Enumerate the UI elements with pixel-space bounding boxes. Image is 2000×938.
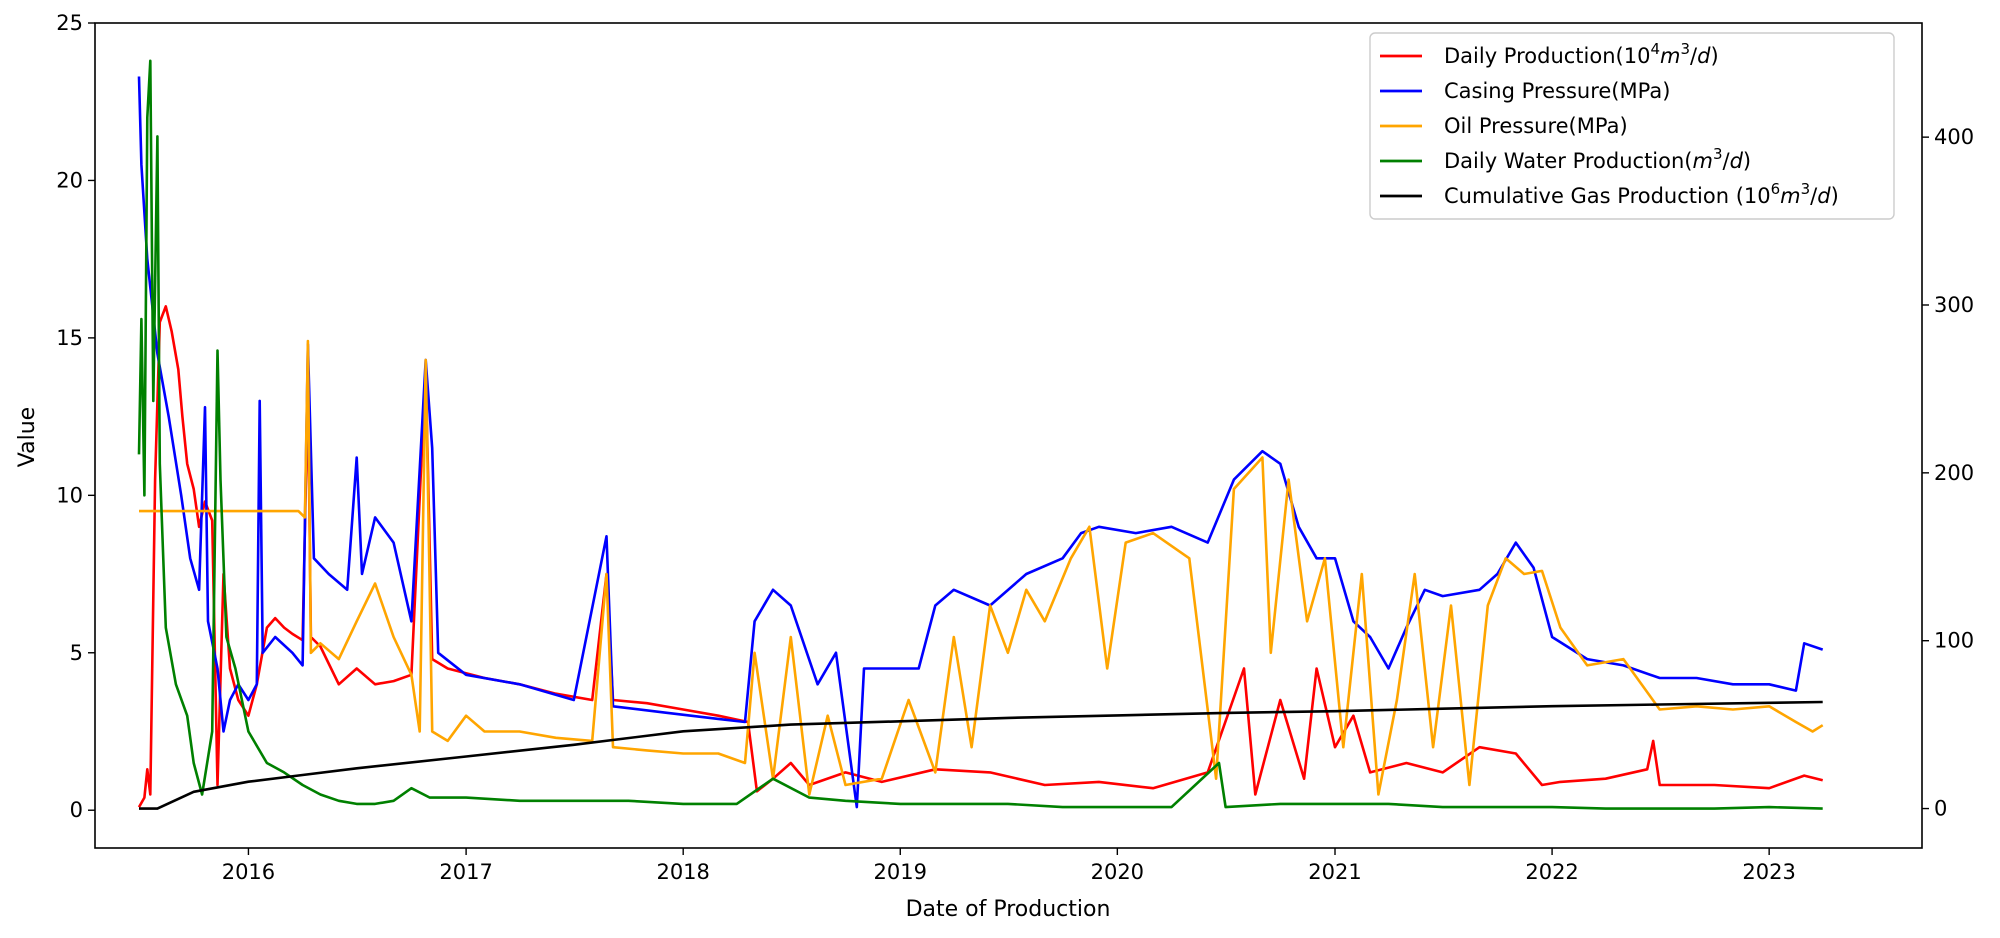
x-tick-label: 2021 (1308, 860, 1361, 884)
series-line-4 (139, 700, 1823, 810)
y2-tick-label: 0 (1934, 797, 1947, 821)
legend-entry-label: Cumulative Gas Production (106m3/d) (1444, 180, 1839, 208)
legend-entry-label: Daily Water Production(m3/d) (1444, 145, 1751, 173)
x-tick-label: 2020 (1091, 860, 1144, 884)
legend-box (1369, 32, 1895, 220)
x-tick-label: 2018 (656, 860, 709, 884)
y2-tick-label: 400 (1934, 125, 1974, 149)
series-layer (137, 59, 1824, 810)
plot-frame (94, 22, 1923, 849)
y-axis-title: Value (15, 407, 40, 467)
x-axis-title: Date of Production (906, 897, 1111, 922)
y2-tick-label: 100 (1934, 629, 1974, 653)
x-tick-label: 2017 (439, 860, 492, 884)
x-tick-label: 2022 (1525, 860, 1578, 884)
x-tick-label: 2016 (222, 860, 275, 884)
y-tick-label: 5 (70, 641, 83, 665)
legend: Daily Production(104m3/d) Casing Pressure… (1369, 32, 1895, 220)
legend-entry-label: Daily Production(104m3/d) (1444, 40, 1719, 68)
x-axis: 2016 2017 2018 2019 2020 2021 2022 2023 (222, 848, 1796, 884)
series-line-1 (137, 76, 1824, 809)
y-tick-label: 10 (56, 483, 83, 507)
legend-entry-label: Casing Pressure(MPa) (1444, 79, 1670, 103)
series-line-2 (139, 339, 1824, 796)
x-tick-label: 2023 (1742, 860, 1795, 884)
x-tick-label: 2019 (874, 860, 927, 884)
y-tick-label: 0 (70, 798, 83, 822)
right-y-axis: 0 100 200 300 400 (1922, 125, 1974, 821)
y-tick-label: 15 (56, 326, 83, 350)
left-y-axis: 0 5 10 15 20 25 (56, 11, 95, 822)
y2-tick-label: 200 (1934, 461, 1974, 485)
series-line-3 (137, 59, 1823, 810)
legend-entry-label: Oil Pressure(MPa) (1444, 114, 1628, 138)
y2-tick-label: 300 (1934, 293, 1974, 317)
y-tick-label: 20 (56, 168, 83, 192)
y-tick-label: 25 (56, 11, 83, 35)
